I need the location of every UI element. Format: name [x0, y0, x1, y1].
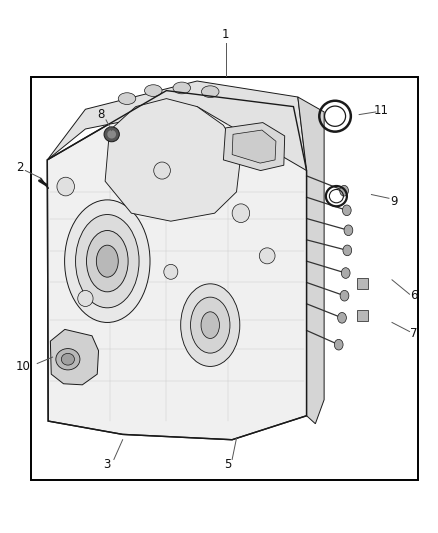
- Ellipse shape: [78, 290, 93, 306]
- Circle shape: [344, 225, 353, 236]
- Text: 7: 7: [410, 327, 418, 340]
- Ellipse shape: [65, 200, 150, 322]
- Ellipse shape: [173, 82, 191, 94]
- Circle shape: [343, 205, 351, 216]
- Bar: [357, 310, 368, 321]
- Text: 3: 3: [104, 458, 111, 471]
- Ellipse shape: [104, 127, 119, 142]
- Ellipse shape: [56, 349, 80, 370]
- Circle shape: [340, 290, 349, 301]
- Ellipse shape: [164, 264, 178, 279]
- Text: 11: 11: [374, 104, 389, 117]
- Ellipse shape: [145, 85, 162, 96]
- Circle shape: [340, 185, 349, 196]
- Ellipse shape: [96, 245, 118, 277]
- Ellipse shape: [201, 86, 219, 98]
- Ellipse shape: [107, 130, 116, 139]
- Text: 2: 2: [16, 161, 24, 174]
- Polygon shape: [223, 123, 285, 171]
- Ellipse shape: [259, 248, 275, 264]
- Text: 8: 8: [97, 108, 104, 121]
- Ellipse shape: [118, 93, 136, 104]
- Text: 10: 10: [16, 360, 31, 373]
- Polygon shape: [232, 130, 276, 163]
- Ellipse shape: [180, 284, 240, 367]
- Text: 1: 1: [222, 28, 230, 41]
- Ellipse shape: [232, 204, 250, 223]
- Text: 9: 9: [390, 195, 398, 208]
- Ellipse shape: [57, 177, 74, 196]
- Polygon shape: [47, 91, 307, 440]
- Ellipse shape: [201, 312, 219, 338]
- Circle shape: [343, 245, 352, 256]
- Ellipse shape: [61, 353, 74, 365]
- Ellipse shape: [76, 215, 139, 308]
- Polygon shape: [47, 81, 307, 171]
- Text: 6: 6: [410, 289, 418, 302]
- Polygon shape: [298, 97, 324, 424]
- Ellipse shape: [191, 297, 230, 353]
- Bar: [31, 77, 418, 480]
- Polygon shape: [105, 99, 241, 221]
- Text: 5: 5: [224, 458, 231, 471]
- Circle shape: [334, 340, 343, 350]
- Circle shape: [338, 312, 346, 323]
- Ellipse shape: [154, 162, 170, 179]
- Circle shape: [341, 268, 350, 278]
- Polygon shape: [50, 329, 99, 385]
- Bar: [357, 278, 368, 289]
- Ellipse shape: [86, 231, 128, 292]
